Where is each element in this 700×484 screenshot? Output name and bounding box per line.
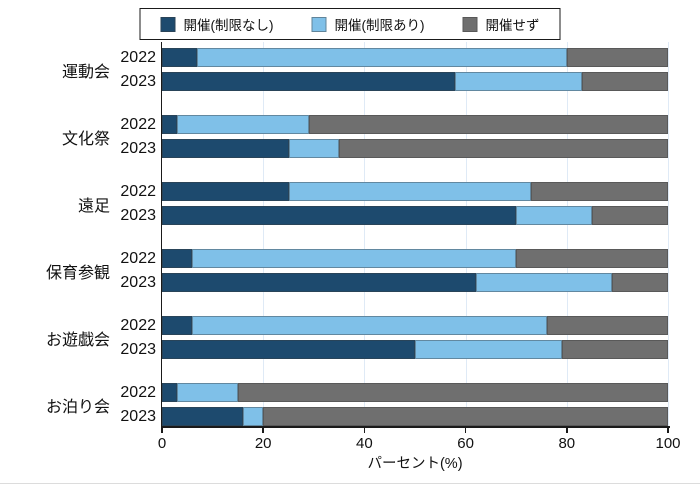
- gridline: [566, 42, 568, 426]
- bar-segment-not-held: [592, 206, 668, 225]
- x-axis-tick: [262, 426, 264, 433]
- year-label: 2023: [120, 273, 156, 291]
- gridline: [668, 42, 669, 426]
- stacked-bar: [162, 407, 668, 426]
- year-label: 2022: [120, 48, 156, 66]
- bar-segment-with-limit: [415, 340, 562, 359]
- x-axis-tick: [363, 426, 366, 433]
- x-axis-tick: [667, 426, 669, 433]
- gridline: [364, 42, 366, 426]
- year-label: 2023: [120, 407, 156, 425]
- x-axis-line: [160, 426, 670, 428]
- bar-segment-with-limit: [288, 182, 532, 201]
- bar-segment-with-limit: [288, 139, 340, 158]
- year-label: 2022: [120, 383, 156, 401]
- category-label: 保育参観: [45, 264, 110, 282]
- stacked-bar: [162, 48, 668, 67]
- stacked-bar: [162, 383, 668, 402]
- bar-segment-with-limit: [475, 273, 613, 292]
- bar-segment-with-limit: [192, 316, 547, 335]
- bar-segment-no-limit: [162, 249, 193, 268]
- year-label: 2022: [120, 316, 156, 334]
- stacked-bar: [162, 249, 668, 268]
- x-axis-tick-label: 20: [254, 435, 272, 452]
- bar-segment-with-limit: [197, 48, 567, 67]
- category-label: お泊り会: [45, 398, 110, 416]
- chart-legend: 開催(制限なし) 開催(制限あり) 開催せず: [139, 8, 561, 40]
- legend-swatch-icon: [311, 16, 327, 32]
- bar-segment-not-held: [531, 182, 668, 201]
- gridline: [263, 42, 265, 426]
- legend-item: 開催(制限あり): [311, 14, 425, 34]
- bar-segment-no-limit: [162, 407, 243, 426]
- stacked-bar: [162, 139, 668, 158]
- legend-item-label: 開催(制限なし): [183, 18, 274, 33]
- bar-segment-no-limit: [162, 206, 517, 225]
- bar-segment-no-limit: [162, 115, 178, 134]
- bar-segment-with-limit: [455, 72, 582, 91]
- bar-segment-not-held: [237, 383, 668, 402]
- bar-segment-no-limit: [162, 72, 456, 91]
- legend-item-label: 開催(制限あり): [334, 18, 425, 33]
- bar-segment-no-limit: [162, 316, 193, 335]
- legend-item: 開催(制限なし): [160, 14, 274, 34]
- category-label: 遠足: [77, 197, 110, 215]
- stacked-bar: [162, 115, 668, 134]
- bar-segment-with-limit: [177, 383, 238, 402]
- bar-segment-no-limit: [162, 139, 289, 158]
- year-label: 2023: [120, 206, 156, 224]
- x-axis-tick-label: 40: [356, 435, 373, 452]
- bar-segment-with-limit: [177, 115, 309, 134]
- x-axis-tick: [161, 426, 163, 433]
- stacked-bar: [162, 182, 668, 201]
- gridline: [465, 42, 467, 426]
- x-axis-title: パーセント(%): [367, 456, 463, 472]
- x-axis-tick-label: 80: [558, 435, 576, 452]
- legend-swatch-icon: [160, 16, 176, 32]
- x-axis-tick: [464, 426, 467, 433]
- bar-segment-no-limit: [162, 273, 476, 292]
- bar-segment-no-limit: [162, 48, 198, 67]
- bar-segment-not-held: [561, 340, 668, 359]
- x-axis-tick: [566, 426, 568, 433]
- year-label: 2023: [120, 72, 156, 90]
- bar-segment-no-limit: [162, 340, 415, 359]
- bar-segment-not-held: [612, 273, 668, 292]
- x-axis-tick-label: 0: [157, 435, 167, 452]
- category-label: 運動会: [61, 63, 110, 81]
- year-label: 2022: [120, 115, 156, 133]
- bar-segment-with-limit: [516, 206, 593, 225]
- y-axis-line: [160, 42, 162, 426]
- stacked-bar: [162, 340, 668, 359]
- legend-swatch-icon: [462, 16, 478, 32]
- bar-segment-no-limit: [162, 383, 178, 402]
- bar-segment-not-held: [546, 316, 668, 335]
- year-label: 2022: [120, 182, 156, 200]
- bar-segment-not-held: [339, 139, 668, 158]
- bar-segment-not-held: [581, 72, 668, 91]
- legend-item-label: 開催せず: [485, 18, 540, 33]
- bar-segment-not-held: [516, 249, 668, 268]
- bar-segment-not-held: [263, 407, 668, 426]
- category-label: 文化祭: [61, 130, 110, 148]
- year-label: 2022: [120, 249, 156, 267]
- x-axis-tick-label: 60: [457, 435, 474, 452]
- bar-segment-no-limit: [162, 182, 289, 201]
- stacked-bar: [162, 206, 668, 225]
- bar-segment-with-limit: [192, 249, 517, 268]
- bar-segment-not-held: [566, 48, 668, 67]
- x-axis-tick-label: 100: [655, 435, 681, 452]
- bar-segment-with-limit: [242, 407, 264, 426]
- stacked-bar: [162, 72, 668, 91]
- stacked-bar: [162, 273, 668, 292]
- legend-item: 開催せず: [462, 14, 540, 34]
- year-label: 2023: [120, 340, 156, 358]
- bar-segment-not-held: [308, 115, 668, 134]
- category-label: お遊戯会: [45, 331, 110, 349]
- year-label: 2023: [120, 139, 156, 157]
- stacked-bar: [162, 316, 668, 335]
